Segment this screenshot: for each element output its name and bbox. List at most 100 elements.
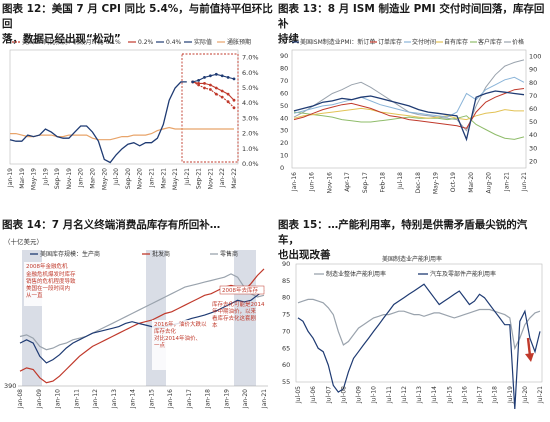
series-forecast-1-point-6 (226, 92, 230, 96)
y-tick-label-4: 70 (282, 327, 290, 335)
legend-label-0: 美国库存规模：生产商 (40, 250, 100, 258)
note-line-2: 销售的危机程度导致 (26, 277, 76, 285)
panel-title-capacity-line1: 图表 15：…产能利用率，特别是供需矛盾最尖锐的汽车， (278, 219, 528, 246)
note-line-5: 2008年去库存 (222, 286, 258, 294)
arrow-shaft (526, 337, 532, 357)
x-tick-label-9: Jul-14 (431, 386, 438, 404)
x-tick-label-3: Jan-11 (73, 389, 80, 409)
note-line-7: 库存去化 (154, 327, 177, 335)
plot-frame (291, 49, 527, 169)
y-tick-label-7: 55 (282, 378, 290, 386)
legend-label-3: 实际值 (194, 38, 212, 46)
legend-label-5: 价格 (512, 38, 524, 46)
y-tick-right-4: 60 (529, 105, 537, 113)
x-tick-label-6: Jan-20 (78, 168, 85, 188)
panel-title-cpi: 图表 12：美国 7 月 CPI 同比 5.4%，与前值持平但环比回 落，数据已… (2, 2, 274, 47)
legend-label-0: 制造业整体产能利用率 (326, 270, 386, 278)
x-tick-label-3: Jul-08 (340, 386, 347, 404)
x-tick-label-9: Oct-19 (450, 172, 457, 192)
panel-title-capacity-line2: 也出现改善 (278, 249, 331, 261)
y-tick-left-5: 40 (280, 114, 288, 122)
legend-label-2: 交付时间 (412, 38, 436, 46)
series-overall (297, 298, 541, 351)
panel-capacity: 图表 15：…产能利用率，特别是供需矛盾最尖锐的汽车， 也出现改善 美国制造业产… (278, 218, 548, 420)
x-tick-label-5: Nov-19 (66, 168, 73, 190)
series-forecast-0-point-7 (232, 106, 236, 110)
note-line-8: 对比2014年油价、 (154, 334, 201, 342)
x-tick-label-13: Jul-18 (492, 386, 499, 404)
series-2 (293, 76, 525, 118)
series-2 (19, 273, 265, 351)
y-tick-label-1: 85 (282, 277, 290, 285)
x-tick-label-12: Jan-21 (149, 168, 156, 188)
panel-title-capacity: 图表 15：…产能利用率，特别是供需矛盾最尖锐的汽车， 也出现改善 (278, 218, 548, 263)
x-tick-label-10: Sep-20 (125, 168, 132, 189)
x-tick-label-1: Jun-16 (309, 172, 316, 192)
y-tick-left-4: 50 (280, 102, 288, 110)
legend-label-1: 0.2% (138, 39, 154, 46)
y-tick-label-2: 5.0% (242, 84, 259, 92)
legend-label-4: 通胀预期 (227, 38, 251, 46)
y-tick-label-3: 75 (282, 311, 290, 319)
y-tick-left-3: 60 (280, 89, 288, 97)
panel-title-cpi-line2: 落，数据已经出现“松动” (2, 33, 121, 45)
x-tick-label-5: Jul-10 (371, 386, 378, 404)
series-forecast-2-point-0 (191, 80, 195, 84)
x-tick-label-8: Jul-13 (416, 386, 423, 404)
series-forecast-2-point-6 (226, 76, 230, 79)
series-forecast-1-point-4 (214, 86, 218, 90)
y-tick-label-0: 90 (282, 260, 290, 268)
y-tick-label-5: 65 (282, 344, 290, 352)
legend-label-3: 自有库存 (444, 38, 468, 46)
x-tick-label-4: Sep-17 (362, 172, 369, 193)
x-tick-label-11: Jan-19 (224, 389, 231, 409)
x-tick-label-14: May-21 (172, 168, 179, 190)
note-line-0: 2008年金融危机 (26, 262, 68, 270)
y-tick-label-2: 80 (282, 294, 290, 302)
x-tick-label-9: Jan-17 (186, 389, 193, 409)
x-tick-label-1: Jan-09 (36, 389, 43, 409)
x-tick-label-5: Jan-13 (111, 389, 118, 409)
x-tick-label-4: Sep-19 (54, 168, 61, 189)
series-0 (19, 289, 265, 364)
x-tick-label-9: Jul-20 (113, 168, 120, 186)
chart-ism: % 美国ISM制造业PMI：新订单 订单库存 交付时间 自有库存 客户库存 价格 90 80 70… (278, 36, 548, 208)
series-forecast-1-point-7 (232, 98, 236, 102)
chart-cpi: 美国CPI同比预测：假设月环比 0.1% 0.2% 0.4% 实际值 通胀预期 7.0% 6… (2, 36, 274, 208)
series-forecast-0-point-3 (209, 88, 212, 91)
y-tick-left-9: 0 (280, 164, 284, 172)
chart-inventory-svg: （十亿美元） 390 美国库存规模：生产商 批发商 零售商 2008年金融危机金融危机爆发… (4, 237, 268, 409)
panel-title-inventory: 图表 14：7 月名义终端消费品库存有所回补… (2, 218, 274, 233)
x-tick-label-12: Jan-20 (242, 389, 249, 409)
y-tick-right-1: 90 (529, 66, 537, 74)
note-line-11: 年中期油价，以来 (212, 307, 257, 315)
y-unit: （十亿美元） (4, 237, 43, 246)
y-tick-left-7: 20 (280, 139, 288, 147)
note-line-12: 看库存去化这套剧 (212, 314, 257, 322)
note-line-13: 本 (212, 321, 218, 329)
x-tick-label-13: Jun-21 (521, 172, 528, 192)
series-forecast-0-point-2 (203, 86, 206, 90)
legend-label-1: 订单库存 (378, 38, 402, 46)
x-tick-label-7: Dec-18 (415, 172, 422, 194)
x-tick-label-0: Jul-05 (295, 386, 302, 404)
series-forecast-2-point-3 (209, 74, 212, 78)
x-tick-label-8: May-19 (433, 172, 440, 194)
panel-cpi: 图表 12：美国 7 月 CPI 同比 5.4%，与前值持平但环比回 落，数据已… (2, 2, 274, 210)
x-tick-label-0: Jan-08 (17, 389, 24, 409)
note-line-9: 一点 (154, 342, 166, 349)
x-tick-label-6: Jul-18 (397, 172, 404, 190)
note-line-4: 从一直 (26, 291, 43, 299)
arrow-head (525, 353, 534, 362)
x-tick-label-0: Jan-16 (291, 172, 298, 192)
x-tick-label-7: Mar-20 (90, 168, 97, 189)
series-4 (293, 111, 525, 140)
note-line-10: 库存去化可能是2014 (212, 300, 265, 308)
x-tick-label-19: Mar-22 (231, 168, 238, 189)
y-tick-left-2: 70 (280, 77, 288, 85)
x-tick-label-6: Jan-14 (130, 389, 137, 409)
series-1 (293, 88, 525, 129)
y-tick-left-6: 30 (280, 127, 288, 135)
x-tick-label-16: Jul-21 (537, 386, 544, 404)
series-forecast-1-point-5 (220, 89, 224, 93)
